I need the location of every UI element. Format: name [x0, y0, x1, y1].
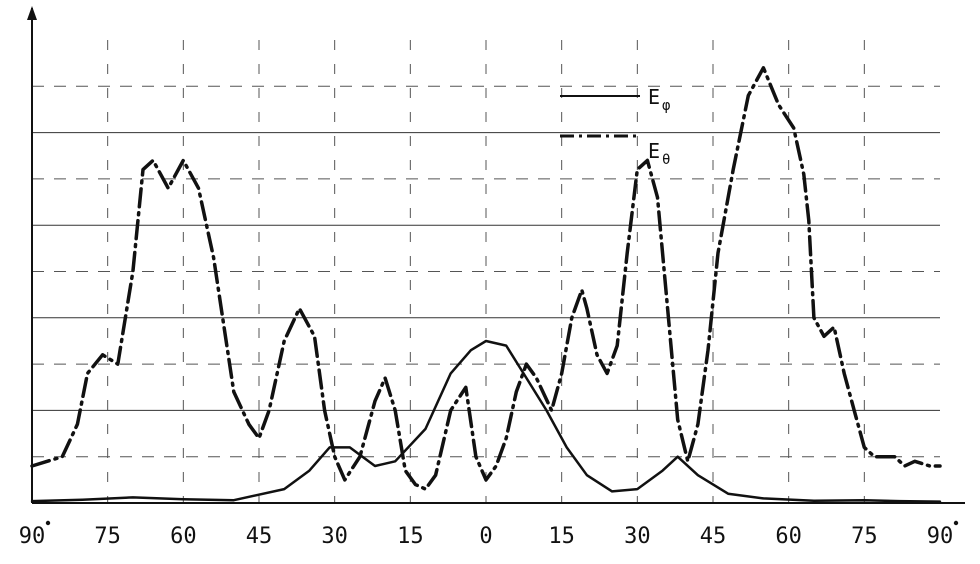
x-tick-labels: 90 75 60 45 30 15 0 15 30 45 60 75 90: [19, 520, 959, 549]
degree-mark-1: [45, 520, 51, 526]
series-line-e-phi: [30, 339, 942, 503]
x-tick-label-4: 30: [321, 524, 348, 549]
x-tick-label-8: 30: [624, 524, 651, 549]
axes: [27, 6, 965, 504]
legend: E φ E θ: [560, 85, 670, 168]
x-tick-label-5: 15: [397, 524, 424, 549]
y-axis-arrow: [27, 6, 37, 20]
x-tick-label-10: 60: [775, 524, 802, 549]
x-tick-label-9: 45: [700, 524, 727, 549]
x-tick-label-1: 75: [94, 524, 121, 549]
series-group: [30, 66, 942, 503]
legend-sub-e-phi: φ: [662, 98, 670, 114]
x-tick-label-3: 45: [246, 524, 273, 549]
series-line-e-theta: [30, 66, 942, 491]
x-tick-label-11: 75: [851, 524, 878, 549]
x-tick-label-12: 90: [927, 524, 954, 549]
x-tick-label-6: 0: [479, 524, 492, 549]
x-tick-label-0: 90: [19, 524, 46, 549]
legend-label-e-theta: E: [648, 139, 660, 163]
grid: [32, 40, 940, 503]
degree-mark-2: [953, 520, 959, 526]
legend-sub-e-theta: θ: [662, 152, 670, 168]
legend-label-e-phi: E: [648, 85, 660, 109]
x-tick-label-2: 60: [170, 524, 197, 549]
x-tick-label-7: 15: [548, 524, 575, 549]
